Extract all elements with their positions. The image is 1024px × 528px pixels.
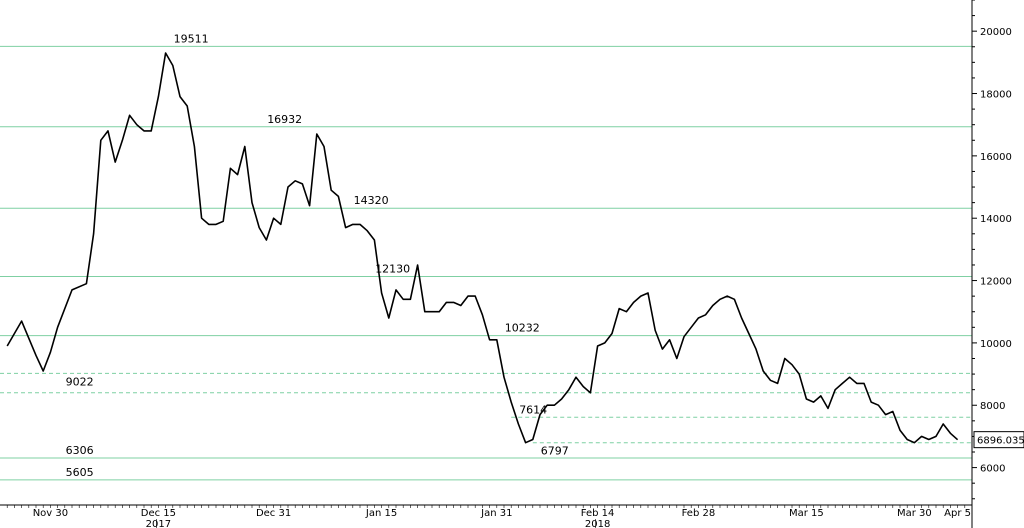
level-label-6797: 6797	[541, 445, 569, 458]
last-price-badge: 6896.0352	[973, 431, 1024, 449]
level-label-16932: 16932	[267, 113, 302, 126]
y-tick-label-14000: 14000	[980, 214, 1012, 225]
price-series	[6, 52, 959, 444]
level-lines	[0, 45, 972, 481]
last-price-box	[973, 431, 1024, 449]
x-tick-label-4: Jan 31	[480, 508, 512, 519]
year-label-2018: 2018	[585, 519, 610, 528]
last-price-label: 6896.0352	[977, 436, 1024, 447]
level-label-14320: 14320	[354, 194, 389, 207]
y-tick-label-10000: 10000	[980, 339, 1012, 350]
x-tick-label-9: Apr 5	[944, 508, 971, 519]
x-tick-label-8: Mar 30	[897, 508, 932, 519]
level-label-6306: 6306	[66, 444, 94, 457]
level-label-9022: 9022	[66, 375, 94, 388]
y-tick-label-16000: 16000	[980, 152, 1012, 163]
series-line-0	[6, 52, 959, 444]
level-label-10232: 10232	[505, 322, 540, 335]
y-tick-label-18000: 18000	[980, 90, 1012, 101]
level-label-19511: 19511	[174, 32, 209, 45]
level-labels: 19511 16932 14320 12130 10232 6306 5605 9022 761…	[66, 32, 569, 478]
x-tick-label-0: Nov 30	[33, 508, 68, 519]
level-label-7614: 7614	[519, 403, 547, 416]
y-tick-label-12000: 12000	[980, 277, 1012, 288]
y-axis: 6000 8000 10000 12000 14000 16000 18000 20000 68…	[971, 0, 1024, 528]
x-tick-label-1: Dec 15	[141, 508, 176, 519]
x-tick-label-7: Mar 15	[789, 508, 824, 519]
year-label-2017: 2017	[146, 519, 171, 528]
level-label-12130: 12130	[375, 263, 410, 276]
x-axis: Nov 30 Dec 15 Dec 31 Jan 15 Jan 31 Feb 14 Feb …	[0, 504, 973, 528]
y-tick-label-20000: 20000	[980, 27, 1012, 38]
x-tick-label-2: Dec 31	[256, 508, 291, 519]
level-label-5605: 5605	[66, 466, 94, 479]
x-tick-label-6: Feb 28	[682, 508, 716, 519]
x-tick-label-5: Feb 14	[581, 508, 615, 519]
y-tick-label-6000: 6000	[980, 464, 1005, 475]
x-tick-label-3: Jan 15	[365, 508, 397, 519]
y-tick-label-8000: 8000	[980, 401, 1005, 412]
